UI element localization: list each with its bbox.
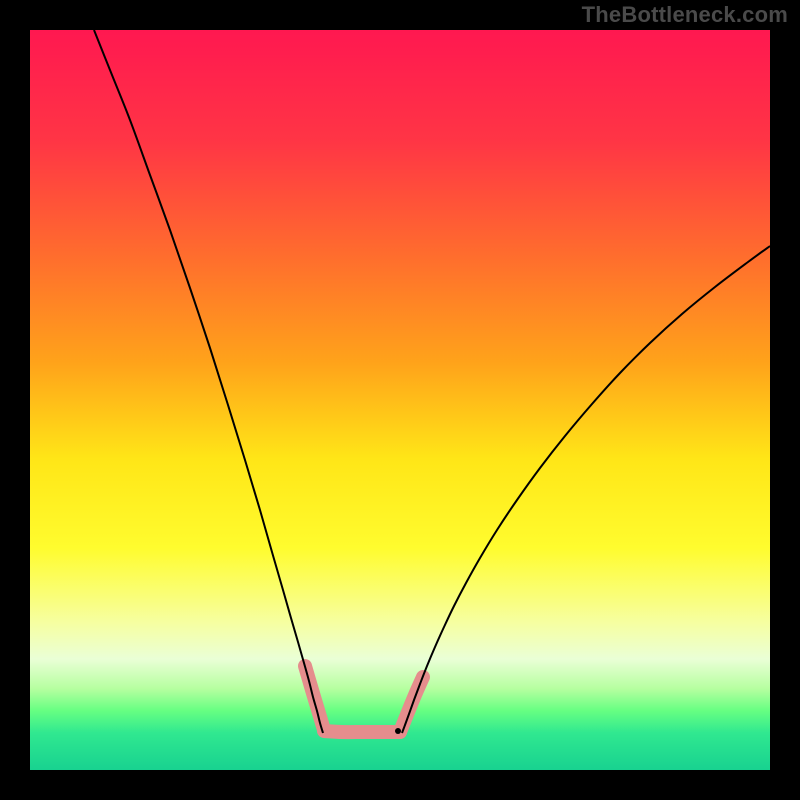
plot-background [30,30,770,770]
chart-svg [0,0,800,800]
watermark-text: TheBottleneck.com [582,2,788,28]
chart-container: TheBottleneck.com [0,0,800,800]
highlight-bottom [324,731,400,732]
min-point-dot [395,728,401,734]
